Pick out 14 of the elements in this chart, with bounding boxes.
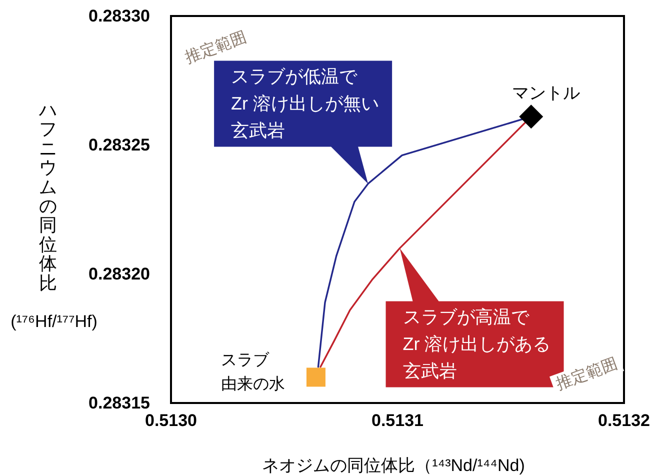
annotation: 推定範囲 [554, 354, 620, 394]
annotation: スラブが低温でZr 溶け出しが無い玄武岩 [231, 66, 380, 141]
annotation: スラブが高温でZr 溶け出しがある玄武岩 [402, 307, 551, 382]
y-tick-label: 0.28315 [88, 394, 150, 412]
x-tick-label: 0.5130 [145, 411, 197, 430]
x-tick-label: 0.5132 [598, 411, 650, 430]
series-label: マントル [512, 84, 580, 103]
y-tick-label: 0.28325 [88, 136, 150, 154]
x-tick-label: 0.5131 [372, 411, 424, 430]
y-tick-label: 0.28320 [88, 264, 150, 284]
annotation: 推定範囲 [182, 28, 250, 67]
x-axis-title: ネオジムの同位体比（¹⁴³Nd/¹⁴⁴Nd) [262, 456, 525, 475]
y-tick-label: 0.28330 [88, 6, 150, 26]
series-label: スラブ由来の水 [220, 351, 285, 394]
